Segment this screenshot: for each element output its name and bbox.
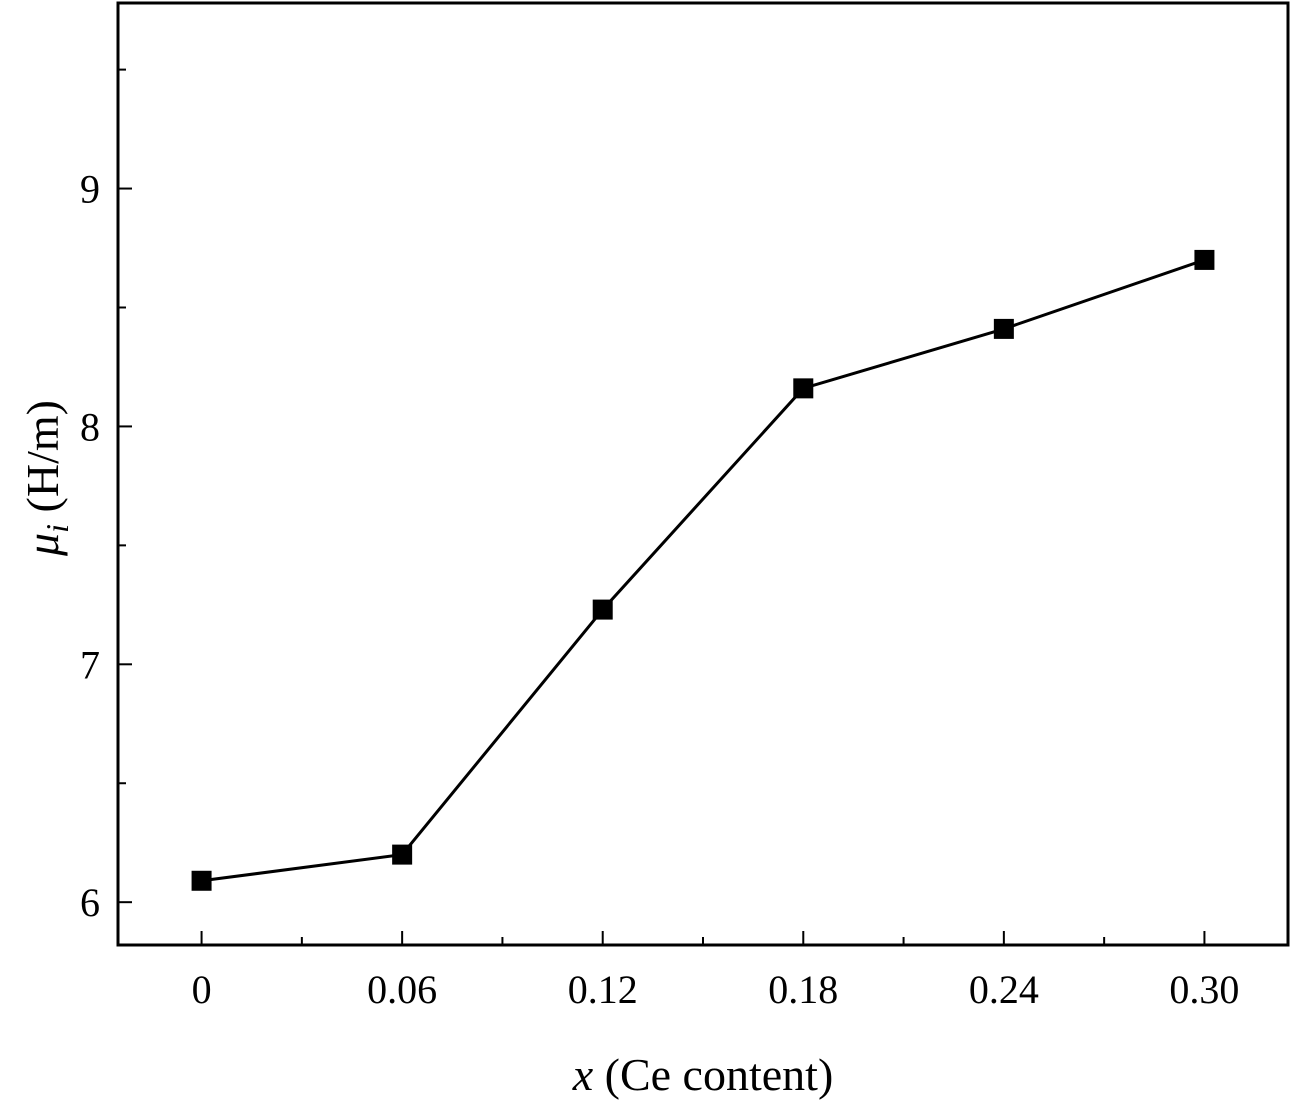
- y-tick-label: 8: [80, 404, 100, 449]
- y-axis-title-text: (H/m): [17, 400, 68, 524]
- x-axis-title-text: (Ce content): [593, 1049, 833, 1100]
- data-series: [191, 249, 1215, 891]
- y-axis-variable: μ: [17, 533, 68, 557]
- series-line: [201, 258, 1205, 883]
- x-axis-variable: x: [572, 1049, 594, 1100]
- x-tick-label: 0.18: [768, 967, 838, 1012]
- y-tick-label: 9: [80, 167, 100, 212]
- tick-labels: 0 0.06 0.12 0.18 0.24 0.30 6 7 8 9: [80, 167, 1239, 1012]
- x-tick-label: 0.06: [367, 967, 437, 1012]
- data-point-marker: [993, 318, 1014, 339]
- axis-ticks: [118, 68, 1206, 945]
- data-point-marker: [1194, 249, 1215, 270]
- x-tick-label: 0.30: [1169, 967, 1239, 1012]
- data-point-marker: [191, 870, 212, 891]
- data-point-marker: [592, 599, 613, 620]
- y-axis-title: μi (H/m): [17, 400, 75, 557]
- plot-frame: [116, 1, 1290, 947]
- y-tick-label: 7: [80, 642, 100, 687]
- x-tick-label: 0: [192, 967, 212, 1012]
- x-tick-label: 0.24: [969, 967, 1039, 1012]
- data-point-marker: [793, 378, 814, 399]
- x-axis-title: x (Ce content): [572, 1049, 834, 1100]
- x-tick-label: 0.12: [568, 967, 638, 1012]
- data-point-marker: [392, 844, 413, 865]
- y-tick-label: 6: [80, 880, 100, 925]
- y-axis-subscript: i: [39, 524, 75, 533]
